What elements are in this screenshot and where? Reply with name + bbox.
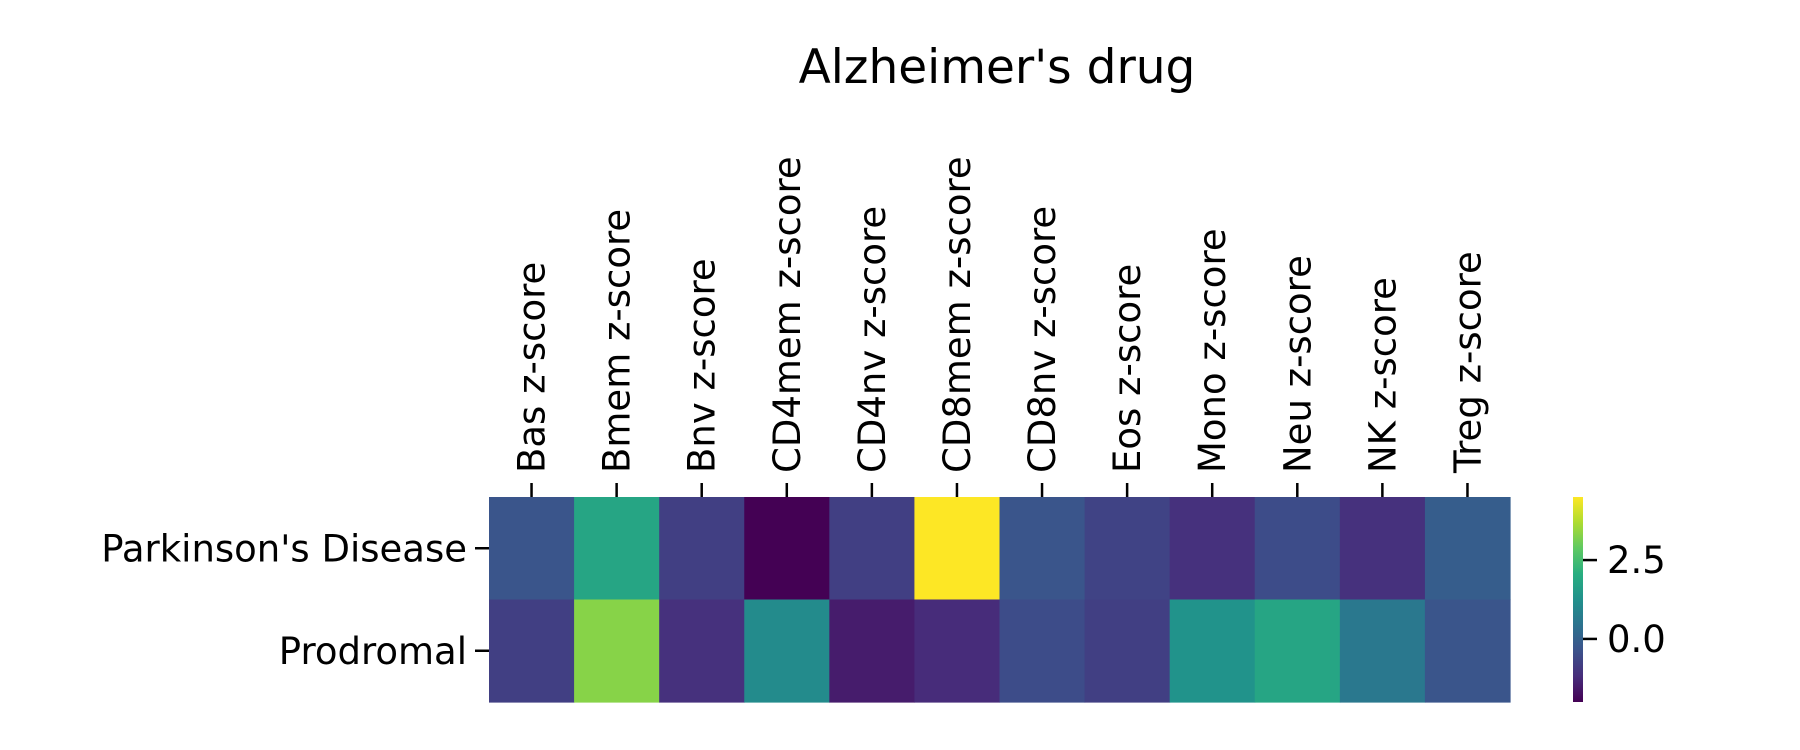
chart-title: Alzheimer's drug (799, 40, 1196, 95)
heatmap-cell (659, 497, 745, 601)
heatmap-cell (1424, 497, 1511, 601)
heatmap-cell (659, 599, 745, 703)
column-label: Eos z-score (1106, 264, 1149, 473)
heatmap-cell (744, 599, 830, 703)
column-label: Bnv z-score (681, 258, 724, 473)
heatmap-cell (829, 599, 916, 703)
column-label: Bas z-score (511, 262, 554, 473)
heatmap-cell (1254, 599, 1341, 703)
column-labels: Bas z-score Bmem z-score Bnv z-score CD4mem… (511, 156, 1489, 497)
heatmap-cell (574, 497, 660, 601)
heatmap-cell (489, 497, 575, 601)
column-label: Bmem z-score (596, 209, 639, 473)
heatmap-cell (574, 599, 660, 703)
row-label: Parkinson's Disease (101, 527, 467, 570)
heatmap-cell (1339, 599, 1426, 703)
heatmap-cell (1254, 497, 1341, 601)
column-label: CD4mem z-score (766, 156, 809, 473)
heatmap-cell (829, 497, 916, 601)
colorbar-gradient (1573, 497, 1583, 702)
heatmap-cell (1084, 599, 1171, 703)
column-label: Treg z-score (1446, 251, 1489, 474)
column-label: CD8mem z-score (936, 156, 979, 473)
column-label: NK z-score (1361, 277, 1404, 473)
heatmap-cell (999, 497, 1086, 601)
heatmap-cells (489, 497, 1511, 703)
heatmap-cell (1424, 599, 1511, 703)
heatmap-cell (744, 497, 830, 601)
column-label: CD8nv z-score (1021, 206, 1064, 473)
row-labels: Parkinson's Disease Prodromal (101, 527, 489, 673)
heatmap-cell (1339, 497, 1426, 601)
heatmap-cell (999, 599, 1086, 703)
colorbar: 0.0 2.5 (1573, 497, 1666, 702)
heatmap-cell (489, 599, 575, 703)
heatmap-cell (1084, 497, 1171, 601)
column-label: CD4nv z-score (851, 206, 894, 473)
heatmap-cell (1169, 599, 1256, 703)
row-label: Prodromal (279, 630, 467, 673)
heatmap-cell (914, 599, 1001, 703)
column-label: Mono z-score (1191, 228, 1234, 473)
heatmap-cell (914, 497, 1001, 601)
heatmap-cell (1169, 497, 1256, 601)
column-label: Neu z-score (1276, 255, 1319, 473)
colorbar-tick-label: 0.0 (1607, 618, 1666, 661)
colorbar-tick-label: 2.5 (1607, 539, 1666, 582)
